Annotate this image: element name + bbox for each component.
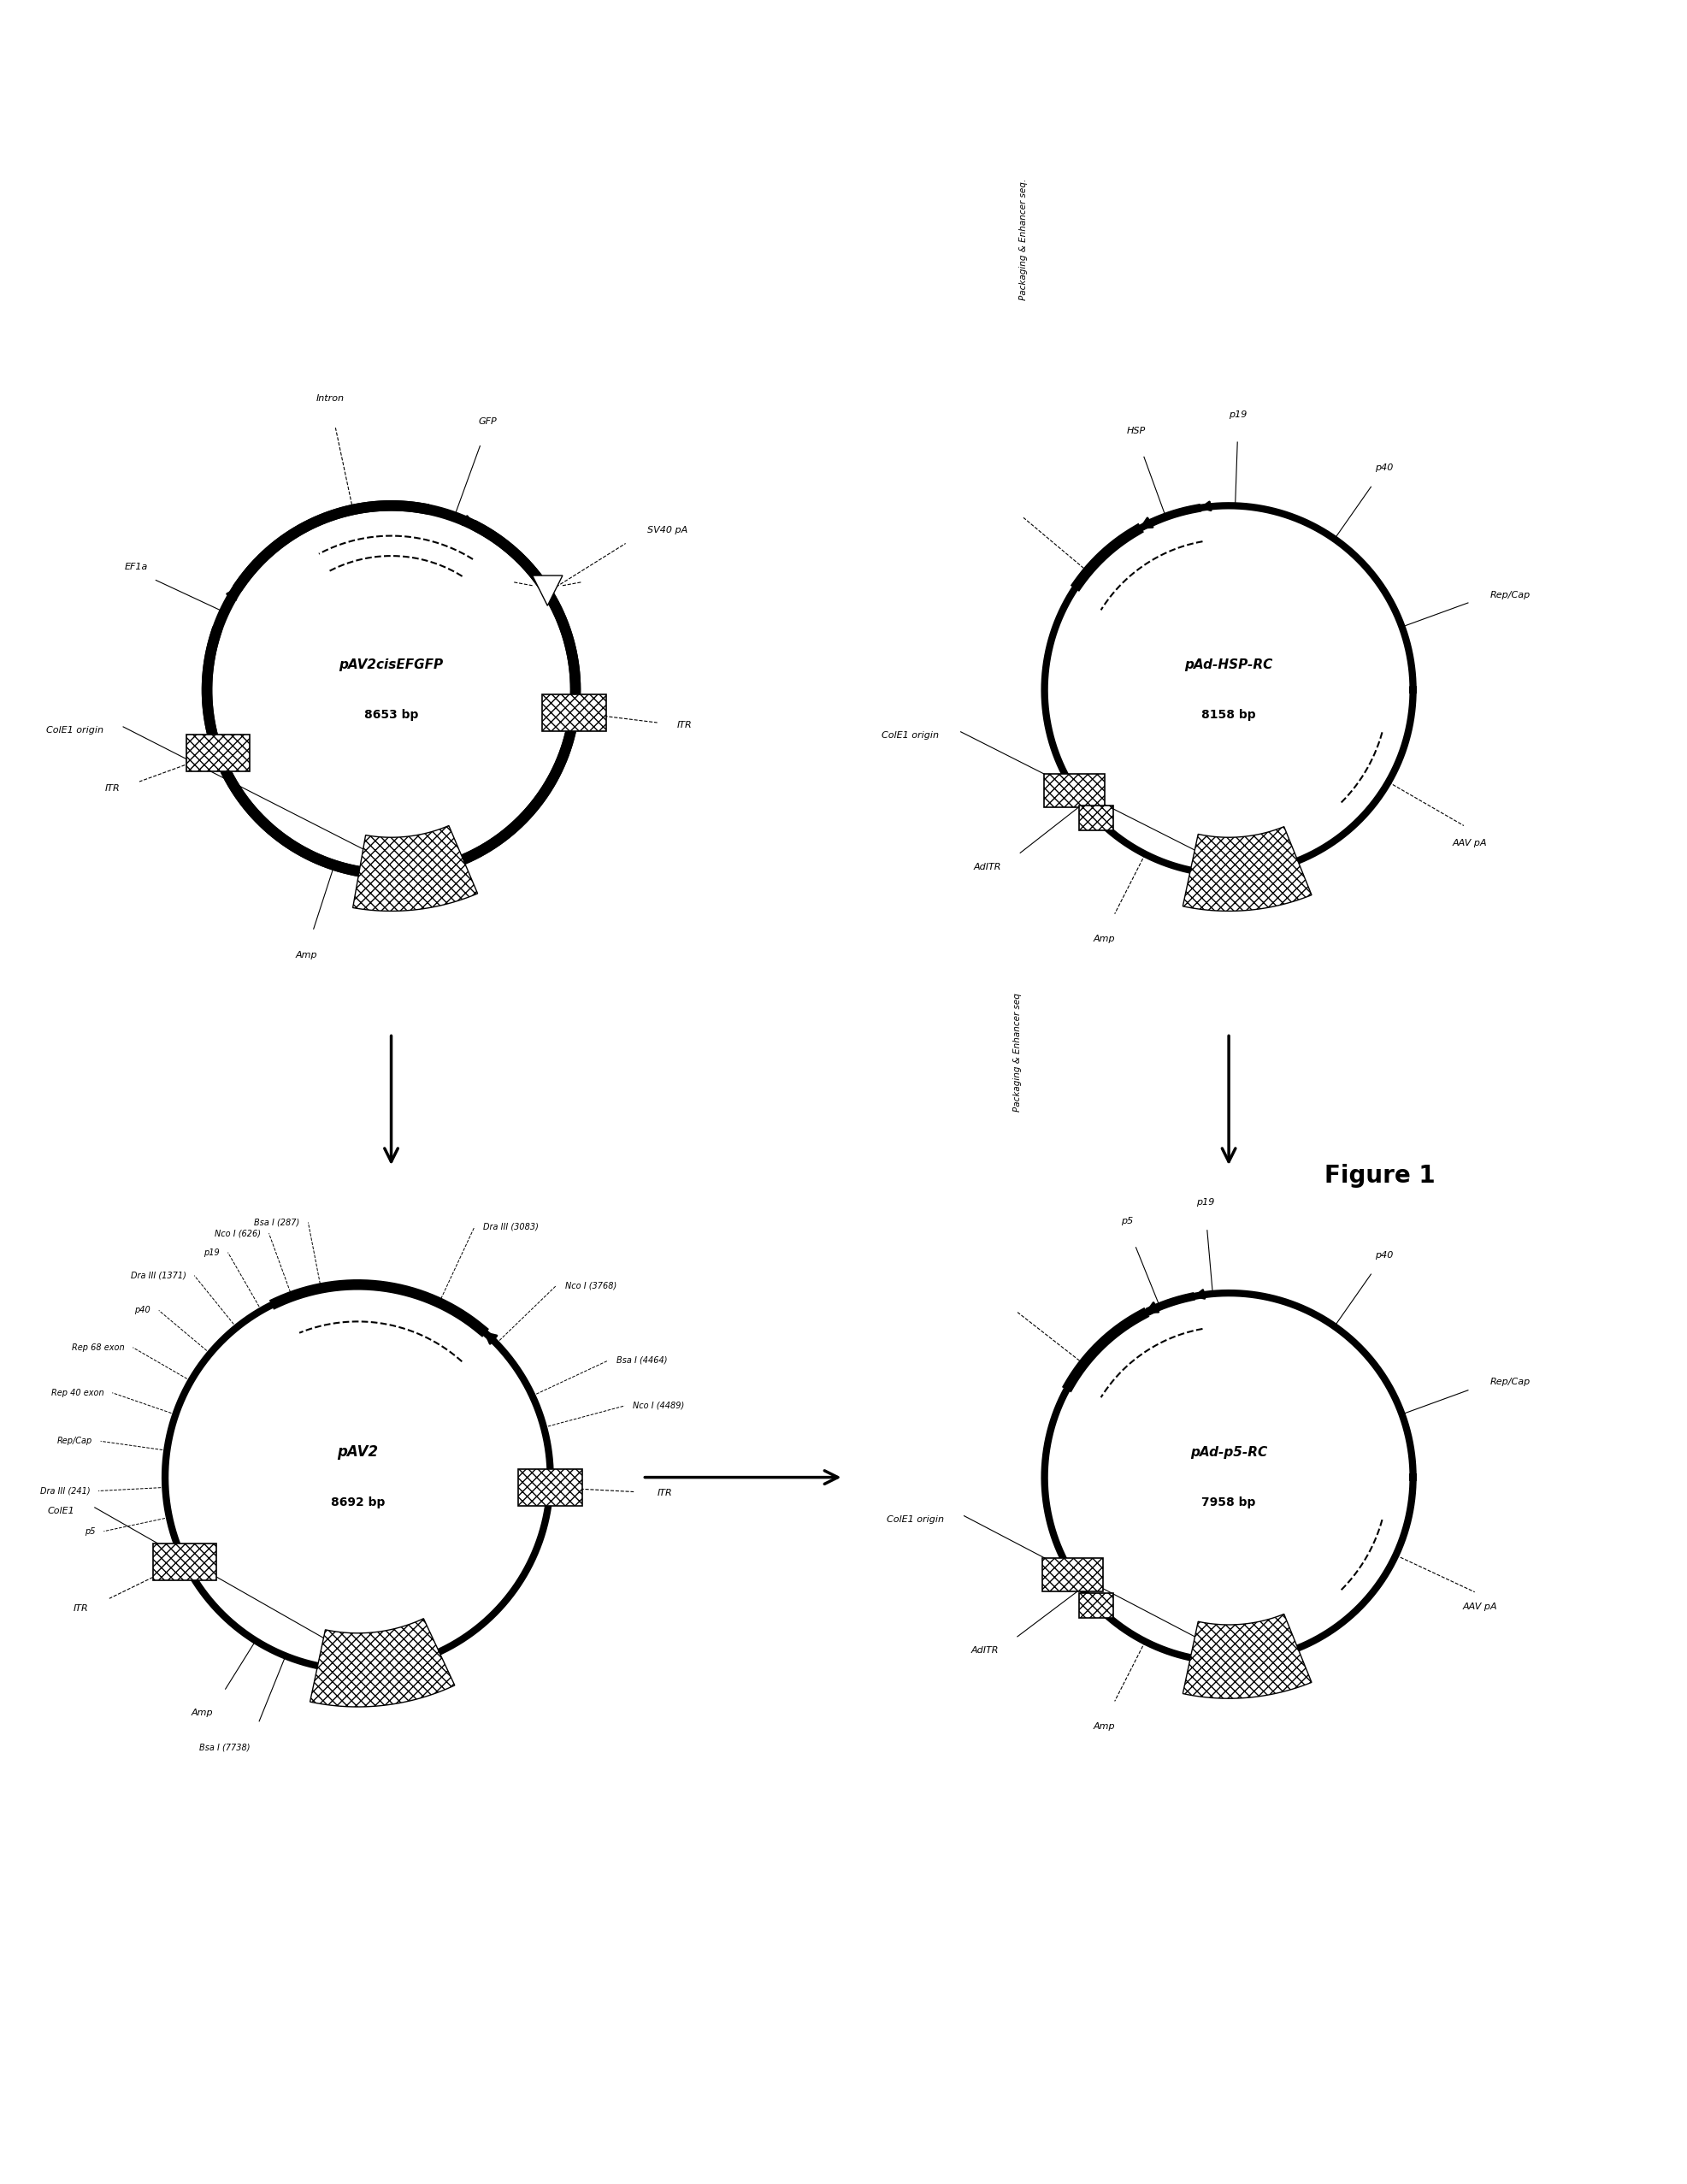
Text: Rep/Cap: Rep/Cap bbox=[1490, 590, 1530, 598]
Text: p40: p40 bbox=[1375, 463, 1393, 472]
Text: ITR: ITR bbox=[105, 784, 120, 793]
Text: 8692 bp: 8692 bp bbox=[331, 1496, 385, 1509]
Text: 7958 bp: 7958 bp bbox=[1201, 1496, 1255, 1509]
FancyBboxPatch shape bbox=[186, 734, 250, 771]
Text: AdITR: AdITR bbox=[973, 863, 1002, 871]
Text: Amp: Amp bbox=[191, 1708, 213, 1717]
Text: p40: p40 bbox=[1375, 1251, 1393, 1260]
Text: GFP: GFP bbox=[477, 417, 496, 426]
Text: Bsa I (287): Bsa I (287) bbox=[255, 1219, 300, 1227]
Text: Nco I (3768): Nco I (3768) bbox=[565, 1282, 616, 1289]
Text: ITR: ITR bbox=[73, 1605, 88, 1614]
Text: SV40 pA: SV40 pA bbox=[646, 526, 687, 535]
Text: Rep/Cap: Rep/Cap bbox=[1490, 1378, 1530, 1387]
Text: ColE1 origin: ColE1 origin bbox=[882, 732, 940, 740]
Text: EF1a: EF1a bbox=[125, 563, 148, 570]
Text: Dra III (241): Dra III (241) bbox=[40, 1487, 89, 1496]
Text: Amp: Amp bbox=[295, 952, 317, 959]
Text: Bsa I (4464): Bsa I (4464) bbox=[616, 1356, 668, 1365]
Text: Rep 68 exon: Rep 68 exon bbox=[73, 1343, 125, 1352]
Text: p5: p5 bbox=[1122, 1216, 1134, 1225]
Text: HSP: HSP bbox=[1127, 426, 1145, 435]
Text: Bsa I (7738): Bsa I (7738) bbox=[199, 1743, 250, 1752]
Text: AAV pA: AAV pA bbox=[1463, 1603, 1498, 1612]
Text: ColE1: ColE1 bbox=[47, 1507, 74, 1516]
Text: Intron: Intron bbox=[315, 395, 344, 404]
FancyBboxPatch shape bbox=[542, 695, 606, 732]
FancyBboxPatch shape bbox=[1080, 806, 1113, 830]
Text: Packaging & Enhancer seq: Packaging & Enhancer seq bbox=[1014, 992, 1022, 1112]
Polygon shape bbox=[1183, 826, 1311, 911]
Text: Dra III (3083): Dra III (3083) bbox=[482, 1223, 538, 1232]
Text: p5: p5 bbox=[84, 1527, 96, 1535]
Text: Rep 40 exon: Rep 40 exon bbox=[51, 1389, 105, 1398]
Text: p19: p19 bbox=[1230, 411, 1247, 419]
Text: p19: p19 bbox=[1196, 1199, 1215, 1208]
Text: Amp: Amp bbox=[1093, 935, 1115, 943]
Text: 8653 bp: 8653 bp bbox=[364, 710, 418, 721]
Text: pAd-HSP-RC: pAd-HSP-RC bbox=[1184, 657, 1274, 670]
Text: Rep/Cap: Rep/Cap bbox=[57, 1437, 93, 1446]
Text: Figure 1: Figure 1 bbox=[1324, 1164, 1436, 1188]
FancyBboxPatch shape bbox=[154, 1544, 216, 1581]
Polygon shape bbox=[310, 1618, 455, 1708]
Text: Nco I (626): Nco I (626) bbox=[214, 1230, 260, 1238]
Text: Dra III (1371): Dra III (1371) bbox=[130, 1271, 186, 1280]
Polygon shape bbox=[1183, 1614, 1311, 1699]
FancyBboxPatch shape bbox=[1044, 773, 1105, 808]
Text: pAV2cisEFGFP: pAV2cisEFGFP bbox=[339, 657, 444, 670]
Text: ITR: ITR bbox=[658, 1489, 673, 1498]
Text: AAV pA: AAV pA bbox=[1453, 839, 1486, 847]
FancyBboxPatch shape bbox=[1043, 1557, 1103, 1592]
Text: p19: p19 bbox=[204, 1249, 219, 1256]
Text: ColE1 origin: ColE1 origin bbox=[46, 725, 103, 734]
Text: pAd-p5-RC: pAd-p5-RC bbox=[1191, 1446, 1267, 1459]
Text: p40: p40 bbox=[135, 1306, 150, 1315]
Polygon shape bbox=[533, 577, 562, 605]
FancyBboxPatch shape bbox=[1080, 1592, 1113, 1618]
Text: Amp: Amp bbox=[1093, 1723, 1115, 1730]
Text: 8158 bp: 8158 bp bbox=[1201, 710, 1257, 721]
Text: pAV2: pAV2 bbox=[337, 1444, 378, 1459]
Text: Packaging & Enhancer seq.: Packaging & Enhancer seq. bbox=[1019, 179, 1027, 299]
Text: ITR: ITR bbox=[676, 721, 692, 729]
Text: ColE1 origin: ColE1 origin bbox=[887, 1516, 945, 1524]
FancyBboxPatch shape bbox=[518, 1470, 582, 1505]
Polygon shape bbox=[353, 826, 477, 911]
Text: Nco I (4489): Nco I (4489) bbox=[633, 1402, 685, 1411]
Text: AdITR: AdITR bbox=[972, 1647, 999, 1655]
